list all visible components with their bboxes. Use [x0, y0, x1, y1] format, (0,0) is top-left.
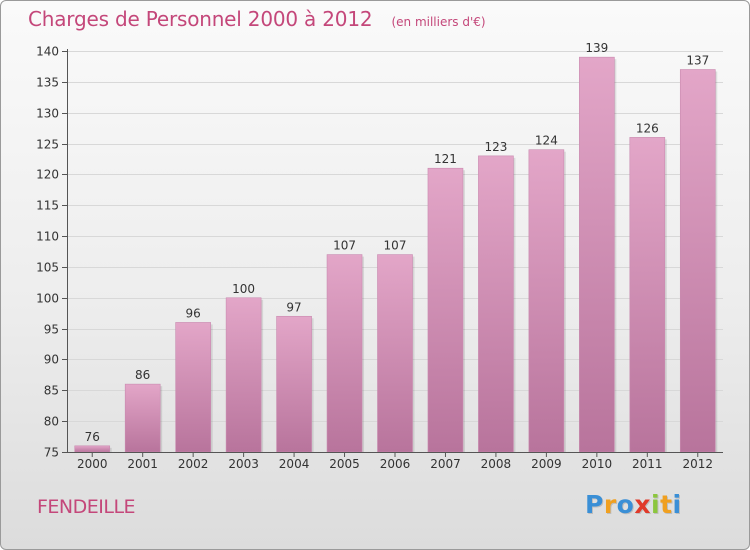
bar-value-label: 96: [186, 306, 201, 320]
chart-title: Charges de Personnel 2000 à 2012: [28, 7, 373, 31]
title-row: Charges de Personnel 2000 à 2012 (en mil…: [28, 7, 486, 31]
y-tick-label: 120: [36, 168, 59, 182]
x-tick-label: 2012: [682, 457, 713, 471]
x-tick-label: 2009: [531, 457, 562, 471]
y-tick-label: 75: [44, 446, 59, 460]
bar: [377, 254, 413, 453]
bar-value-label: 100: [232, 282, 255, 296]
bar: [579, 56, 615, 453]
bar: [478, 155, 514, 453]
x-tick-label: 2002: [178, 457, 209, 471]
bar: [629, 137, 666, 453]
y-tick-label: 105: [36, 261, 59, 275]
x-tick-label: 2008: [481, 457, 512, 471]
bar: [427, 167, 464, 453]
y-tick-label: 95: [44, 323, 59, 337]
x-tick-label: 2000: [77, 457, 108, 471]
bar: [74, 445, 111, 453]
y-tick-label: 85: [44, 384, 59, 398]
bar-value-label: 123: [484, 140, 507, 154]
x-tick-label: 2010: [582, 457, 613, 471]
proxiti-logo: Proxiti: [585, 490, 682, 519]
logo-letter: t: [660, 490, 673, 519]
bar: [225, 297, 262, 453]
bar-value-label: 107: [333, 239, 356, 253]
y-tick-label: 90: [44, 353, 59, 367]
x-tick-label: 2001: [127, 457, 158, 471]
y-tick-label: 135: [36, 76, 59, 90]
x-tick-label: 2005: [329, 457, 360, 471]
logo-letter: o: [616, 490, 635, 519]
bar-value-label: 139: [585, 41, 608, 55]
bar-value-label: 126: [636, 121, 659, 135]
bar-value-label: 137: [686, 54, 709, 68]
bar-value-label: 76: [85, 430, 100, 444]
bars: [74, 56, 718, 453]
x-tick-label: 2004: [279, 457, 310, 471]
bar-value-label: 97: [286, 300, 301, 314]
x-tick-label: 2011: [632, 457, 663, 471]
y-tick-label: 110: [36, 230, 59, 244]
labels: 75 80 85 90 95 100 105 110 115 120 125 130 135 140 76 2…: [36, 41, 713, 471]
y-tick-label: 125: [36, 138, 59, 152]
bar: [276, 315, 312, 453]
bar: [124, 383, 161, 453]
bar: [175, 322, 211, 453]
logo-letter: P: [585, 490, 604, 519]
y-tick-label: 80: [44, 415, 59, 429]
y-tick-label: 140: [36, 45, 59, 59]
logo-letter: r: [603, 490, 617, 519]
bar: [679, 69, 716, 453]
x-tick-label: 2007: [430, 457, 461, 471]
chart-subtitle: (en milliers d'€): [391, 15, 486, 29]
x-tick-label: 2006: [380, 457, 411, 471]
axes: [62, 49, 723, 457]
logo-letter: x: [634, 490, 651, 519]
y-tick-label: 115: [36, 199, 59, 213]
bar-value-label: 121: [434, 152, 457, 166]
bar-value-label: 107: [384, 239, 407, 253]
logo-letter: i: [651, 490, 661, 519]
y-tick-label: 130: [36, 107, 59, 121]
logo-letter: i: [672, 490, 682, 519]
location-label: FENDEILLE: [37, 496, 136, 518]
x-tick-label: 2003: [228, 457, 259, 471]
bar: [528, 149, 565, 453]
bar-value-label: 124: [535, 134, 558, 148]
bar: [326, 254, 363, 453]
y-tick-label: 100: [36, 292, 59, 306]
bar-value-label: 86: [135, 368, 150, 382]
